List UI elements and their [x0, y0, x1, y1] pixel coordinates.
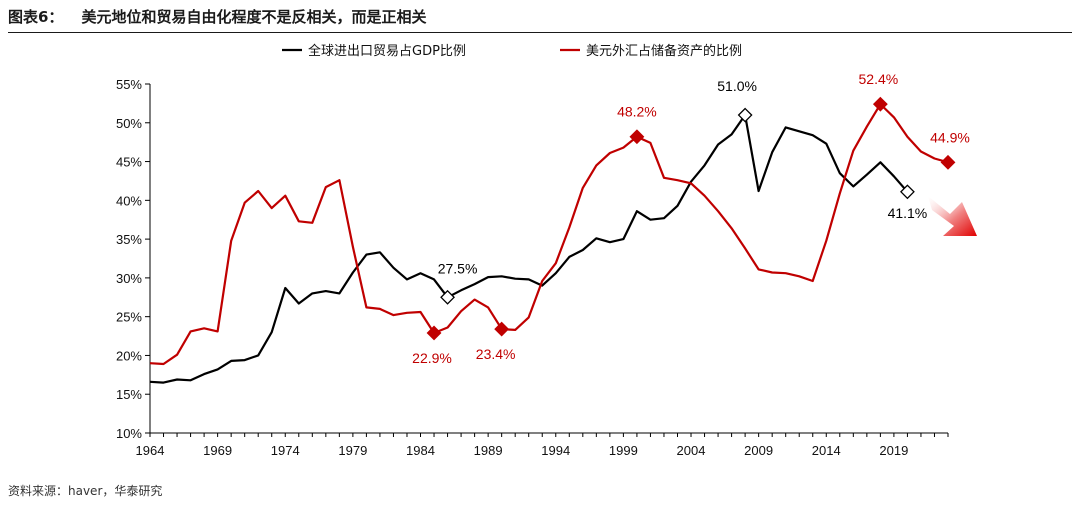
source-note: 资料来源：haver，华泰研究: [8, 484, 163, 498]
series-line-0: [149, 113, 909, 384]
trend-arrow-icon: [928, 196, 977, 236]
annotation-label: 23.4%: [476, 346, 516, 362]
legend-label-0: 全球进出口贸易占GDP比例: [308, 43, 466, 59]
y-tick-label: 50%: [116, 116, 142, 131]
x-tick-label: 1989: [474, 443, 503, 458]
axes: 10% 15% 20% 25% 30% 35% 40% 45% 50% 55% 1964 1969 19…: [116, 77, 949, 458]
annotation-marker: [440, 289, 455, 305]
x-tick-label: 1979: [338, 443, 367, 458]
figure-title: 美元地位和贸易自由化程度不是反相关，而是正相关: [81, 8, 427, 26]
y-tick-label: 10%: [116, 426, 142, 441]
y-tick-label: 15%: [116, 387, 142, 402]
x-tick-label: 2019: [879, 443, 908, 458]
series-line-1: [149, 103, 949, 366]
x-tick-label: 1969: [203, 443, 232, 458]
y-tick-label: 45%: [116, 155, 142, 170]
legend: 全球进出口贸易占GDP比例 美元外汇占储备资产的比例: [282, 43, 742, 59]
annotation-marker: [872, 96, 888, 112]
annotation-marker: [426, 325, 442, 341]
y-tick-label: 40%: [116, 193, 142, 208]
annotation-label: 48.2%: [617, 104, 657, 120]
annotation-marker: [737, 107, 753, 123]
series-layer: [149, 103, 949, 384]
x-tick-label: 2014: [812, 443, 841, 458]
annotation-marker: [940, 154, 956, 170]
annotations-layer: 27.5% 51.0% 41.1% 22.9% 23.4% 48.2% 52.4% 44.9%: [412, 71, 970, 366]
x-tick-label: 1974: [271, 443, 300, 458]
annotation-label: 27.5%: [438, 260, 478, 276]
legend-label-1: 美元外汇占储备资产的比例: [586, 43, 742, 59]
annotation-label: 44.9%: [930, 129, 970, 145]
annotation-marker: [494, 321, 510, 337]
annotation-label: 41.1%: [888, 205, 928, 221]
figure-header: 图表6： 美元地位和贸易自由化程度不是反相关，而是正相关: [8, 6, 1072, 33]
x-tick-label: 2004: [677, 443, 706, 458]
annotation-marker: [629, 129, 645, 145]
annotation-label: 52.4%: [859, 71, 899, 87]
x-tick-label: 1964: [136, 443, 165, 458]
y-tick-label: 20%: [116, 348, 142, 363]
annotation-marker: [900, 184, 915, 200]
annotation-label: 51.0%: [717, 78, 757, 94]
figure-label: 图表6：: [8, 8, 64, 26]
y-tick-label: 30%: [116, 271, 142, 286]
x-tick-label: 1984: [406, 443, 435, 458]
x-tick-label: 2009: [744, 443, 773, 458]
x-tick-label: 1999: [609, 443, 638, 458]
annotation-label: 22.9%: [412, 350, 452, 366]
y-tick-label: 55%: [116, 77, 142, 92]
x-tick-label: 1994: [541, 443, 570, 458]
y-tick-label: 25%: [116, 310, 142, 325]
y-tick-label: 35%: [116, 232, 142, 247]
